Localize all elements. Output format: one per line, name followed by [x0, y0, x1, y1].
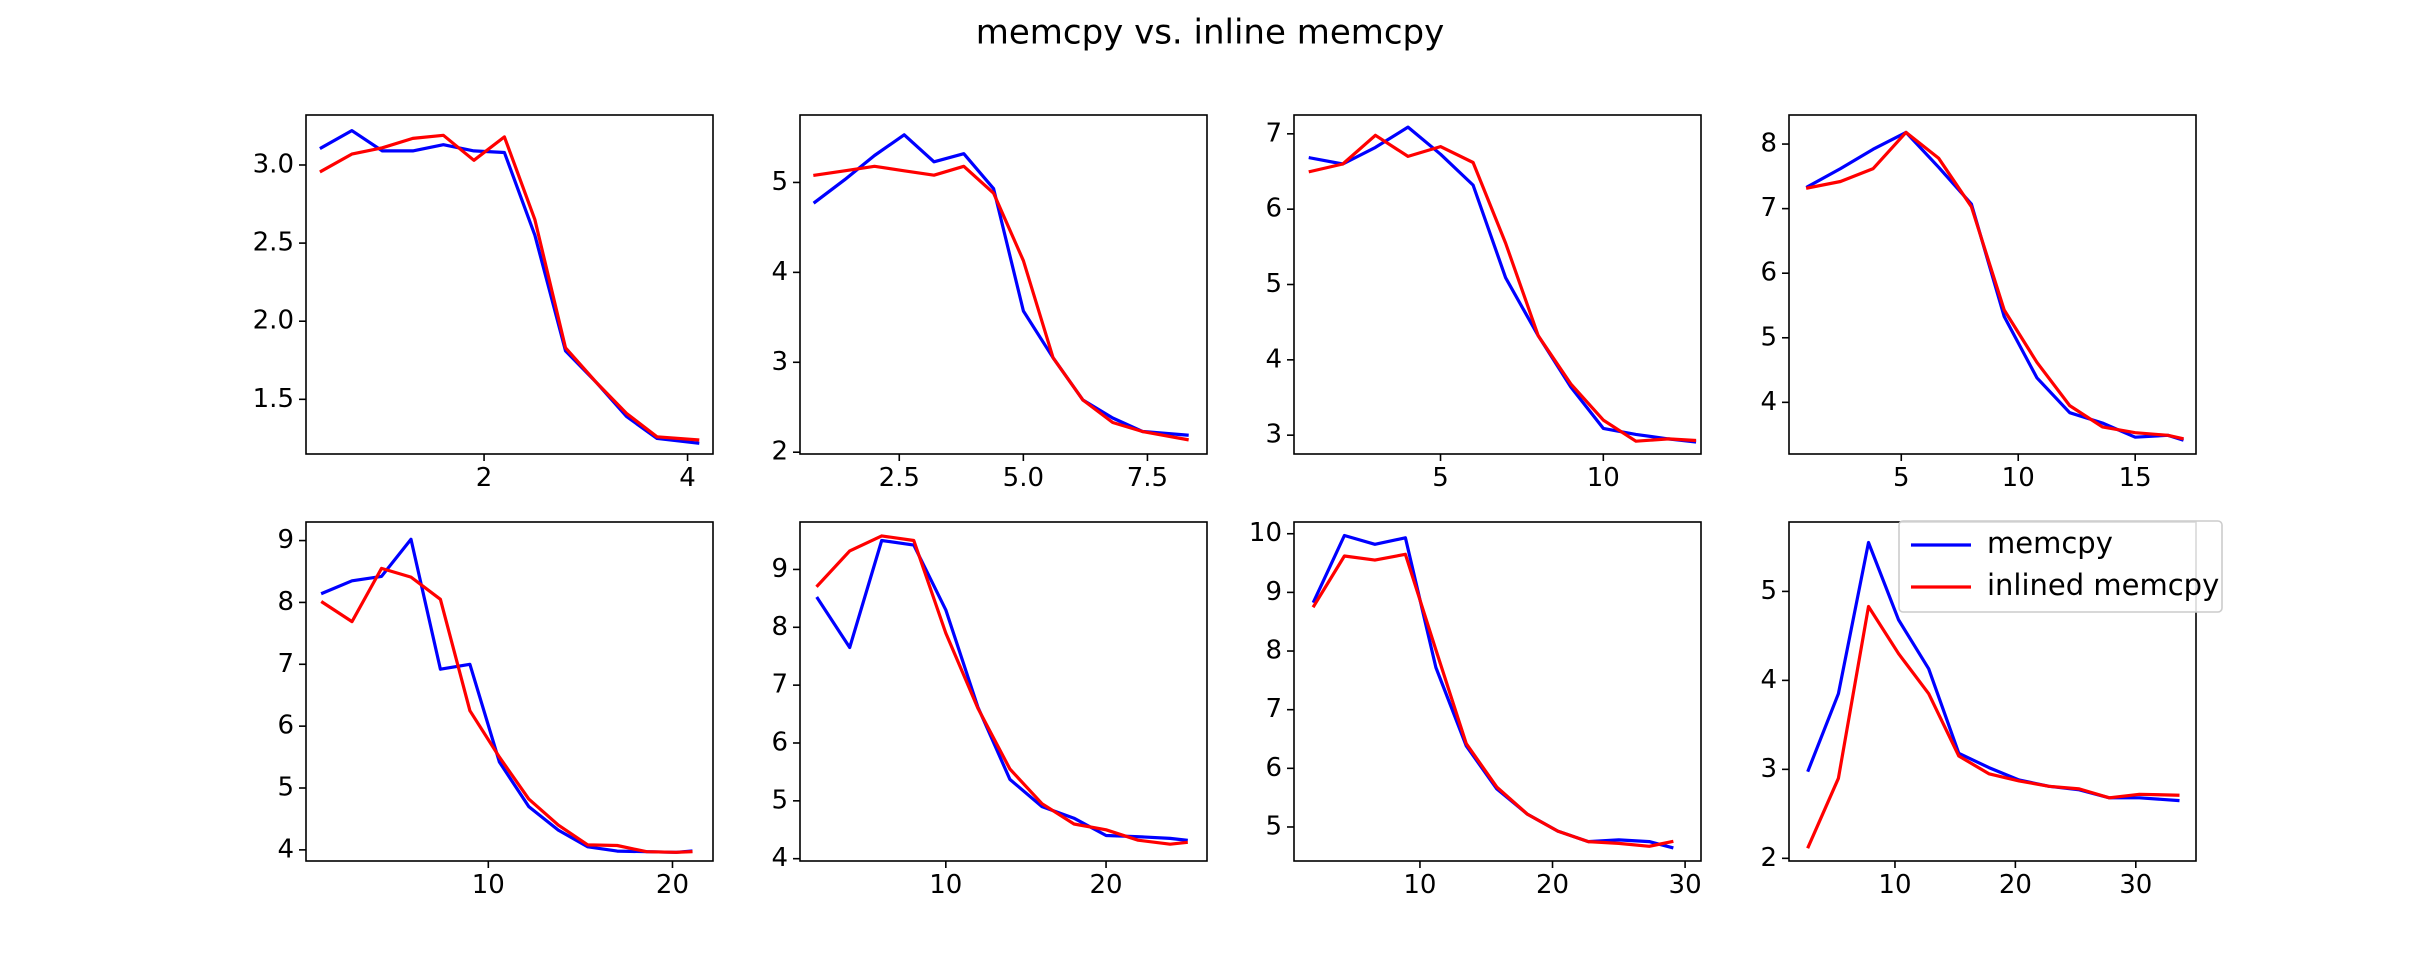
series-line-memcpy	[1308, 125, 1697, 444]
y-tick-label: 8	[1760, 129, 1777, 159]
y-tick-label: 9	[771, 554, 788, 584]
y-tick-label: 2.5	[253, 228, 294, 258]
axes-frame	[1293, 114, 1702, 455]
x-tick-label: 10	[1878, 870, 1911, 900]
y-tick-label: 3.0	[253, 149, 294, 179]
axes-frame	[305, 114, 714, 455]
series-line-inlined-memcpy	[319, 133, 700, 442]
series-line-inlined-memcpy	[1308, 133, 1697, 443]
y-tick-label: 4	[771, 843, 788, 873]
y-tick-label: 1.5	[253, 384, 294, 414]
legend-frame	[1898, 520, 2223, 613]
x-tick-label: 5.0	[1003, 463, 1044, 493]
legend: memcpy inlined memcpy	[1898, 520, 2223, 613]
y-tick-label: 5	[1760, 576, 1777, 606]
axes-frame	[305, 521, 714, 862]
series-line-inlined-memcpy	[320, 566, 693, 854]
y-tick-label: 3	[771, 347, 788, 377]
x-tick-label: 2	[476, 463, 493, 493]
y-tick-label: 4	[771, 257, 788, 287]
series-line-memcpy	[319, 129, 700, 445]
subplot-grid: 2 4 1.5 2.0 2.5 3.0 2.5 5.0 7.5 2 3 4 5 5 10 3 4 5 6 7 5 10 15…	[253, 114, 2197, 900]
x-tick-label: 10	[1403, 870, 1436, 900]
y-tick-label: 4	[1760, 387, 1777, 417]
x-tick-label: 20	[1999, 870, 2032, 900]
series-line-memcpy	[320, 537, 693, 854]
y-tick-label: 6	[277, 711, 294, 741]
y-tick-label: 3	[1265, 420, 1282, 450]
y-tick-label: 6	[1265, 194, 1282, 224]
legend-label-inlined-memcpy: inlined memcpy	[1987, 568, 2219, 602]
y-tick-label: 5	[1265, 269, 1282, 299]
x-tick-label: 4	[679, 463, 696, 493]
subplot-4: 5 10 15 4 5 6 7 8	[1760, 114, 2197, 493]
subplot-3: 5 10 3 4 5 6 7	[1265, 114, 1702, 493]
y-tick-label: 9	[277, 525, 294, 555]
x-tick-label: 20	[656, 870, 689, 900]
subplot-7: 10 20 30 5 6 7 8 9 10	[1249, 518, 1702, 900]
series-line-inlined-memcpy	[815, 534, 1188, 846]
x-tick-label: 20	[1536, 870, 1569, 900]
x-tick-label: 30	[1669, 870, 1702, 900]
y-tick-label: 7	[771, 670, 788, 700]
y-tick-label: 6	[771, 727, 788, 757]
y-tick-label: 2	[1760, 843, 1777, 873]
y-tick-label: 8	[277, 587, 294, 617]
y-tick-label: 9	[1265, 577, 1282, 607]
series-line-memcpy	[815, 538, 1188, 842]
axes-frame	[1788, 114, 2197, 455]
y-tick-label: 4	[1760, 665, 1777, 695]
subplot-6: 10 20 4 5 6 7 8 9	[771, 521, 1208, 900]
y-tick-label: 6	[1265, 753, 1282, 783]
y-tick-label: 7	[1265, 118, 1282, 148]
x-tick-label: 20	[1090, 870, 1123, 900]
axes-frame	[1293, 521, 1702, 862]
legend-label-memcpy: memcpy	[1987, 526, 2113, 560]
x-tick-label: 15	[2119, 463, 2152, 493]
y-tick-label: 5	[1265, 811, 1282, 841]
series-line-inlined-memcpy	[1805, 130, 2184, 441]
y-tick-label: 2	[771, 437, 788, 467]
series-line-inlined-memcpy	[1806, 604, 2180, 849]
y-tick-label: 7	[1265, 694, 1282, 724]
subplot-5: 10 20 4 5 6 7 8 9	[277, 521, 714, 900]
x-tick-label: 10	[929, 870, 962, 900]
x-tick-label: 10	[472, 870, 505, 900]
y-tick-label: 2.0	[253, 306, 294, 336]
series-line-memcpy	[1805, 130, 2185, 442]
x-tick-label: 5	[1893, 463, 1910, 493]
y-tick-label: 8	[1265, 636, 1282, 666]
y-tick-label: 4	[277, 834, 294, 864]
axes-frame	[799, 521, 1208, 862]
x-tick-label: 7.5	[1127, 463, 1168, 493]
y-tick-label: 4	[1265, 344, 1282, 374]
y-tick-label: 5	[771, 785, 788, 815]
y-tick-label: 5	[277, 773, 294, 803]
x-tick-label: 30	[2119, 870, 2152, 900]
y-tick-label: 5	[771, 167, 788, 197]
series-line-inlined-memcpy	[813, 164, 1189, 442]
y-tick-label: 3	[1760, 754, 1777, 784]
axes-frame	[799, 114, 1208, 455]
series-line-inlined-memcpy	[1311, 552, 1674, 848]
y-tick-label: 6	[1760, 258, 1777, 288]
x-tick-label: 10	[2002, 463, 2035, 493]
subplot-2: 2.5 5.0 7.5 2 3 4 5	[771, 114, 1208, 493]
series-line-memcpy	[812, 133, 1189, 437]
x-tick-label: 10	[1587, 463, 1620, 493]
series-line-memcpy	[1311, 533, 1674, 850]
subplot-8: 10 20 30 2 3 4 5	[1760, 521, 2197, 900]
x-tick-label: 5	[1432, 463, 1449, 493]
figure-title: memcpy vs. inline memcpy	[976, 13, 1445, 53]
y-tick-label: 7	[277, 649, 294, 679]
subplot-1: 2 4 1.5 2.0 2.5 3.0	[253, 114, 714, 493]
y-tick-label: 10	[1249, 518, 1282, 548]
y-tick-label: 8	[771, 612, 788, 642]
y-tick-label: 7	[1760, 193, 1777, 223]
y-tick-label: 5	[1760, 322, 1777, 352]
x-tick-label: 2.5	[879, 463, 920, 493]
